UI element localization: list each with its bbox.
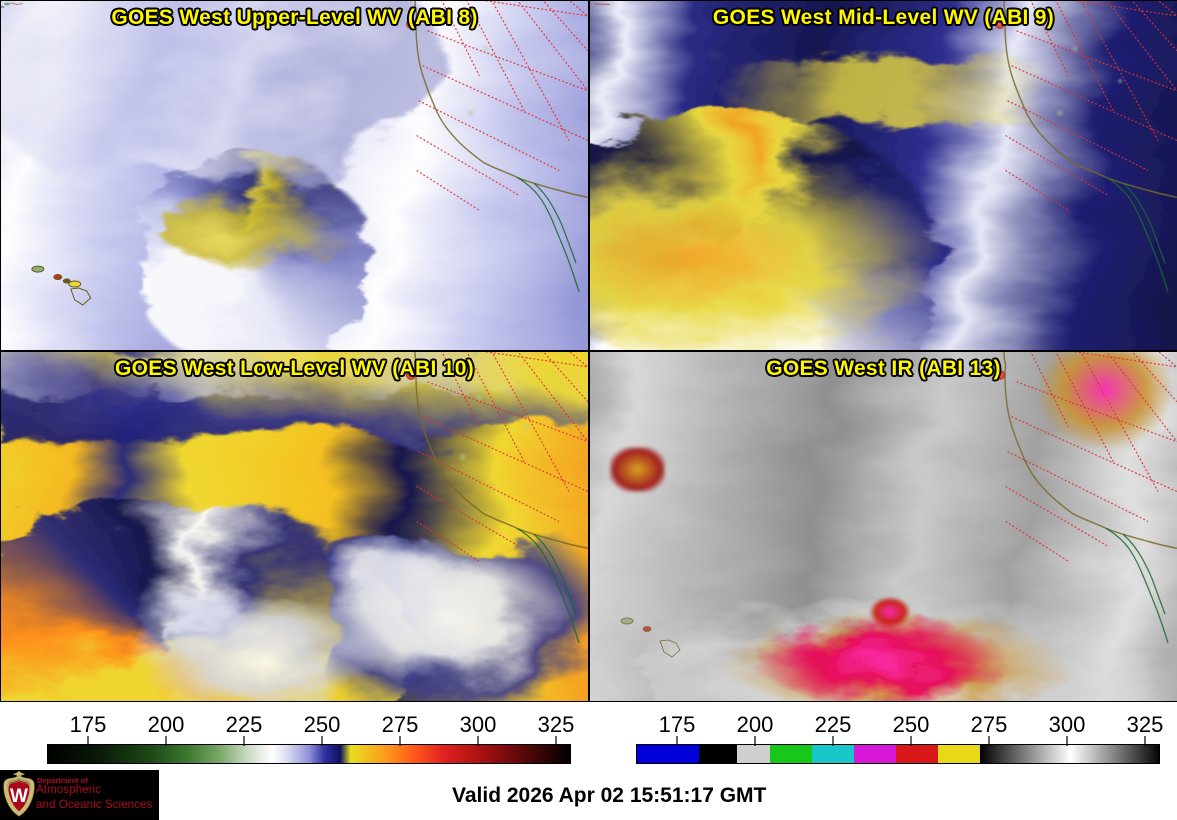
svg-text:W: W bbox=[10, 786, 28, 807]
